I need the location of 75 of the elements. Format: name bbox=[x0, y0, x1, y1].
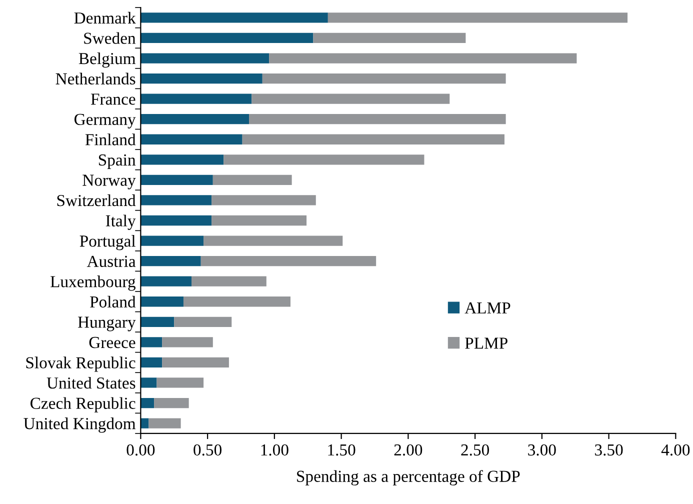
bar bbox=[140, 134, 242, 144]
bar bbox=[140, 398, 154, 408]
bar bbox=[140, 94, 252, 104]
y-tick-label: Italy bbox=[106, 214, 136, 230]
bar bbox=[204, 236, 343, 246]
x-tick-label: 3.50 bbox=[595, 444, 623, 456]
y-tick-label: Denmark bbox=[74, 12, 136, 24]
bar bbox=[262, 73, 506, 84]
y-tick-label: Norway bbox=[82, 174, 136, 190]
x-tick-label: 2.50 bbox=[461, 444, 489, 456]
bar bbox=[140, 418, 149, 428]
y-tick-label: Belgium bbox=[78, 52, 136, 68]
y-tick-label: Czech Republic bbox=[30, 397, 136, 412]
x-tick-label: 4.00 bbox=[661, 444, 690, 456]
bar bbox=[212, 195, 316, 206]
bar bbox=[140, 114, 250, 124]
x-tick-label: 2.00 bbox=[394, 444, 422, 456]
y-tick-label: Germany bbox=[74, 114, 136, 128]
bar bbox=[140, 378, 157, 388]
y-tick-label: Netherlands bbox=[56, 72, 136, 84]
y-tick-label: Spain bbox=[98, 154, 136, 169]
y-tick-label: Switzerland bbox=[57, 194, 136, 206]
bar bbox=[140, 53, 270, 64]
bar bbox=[328, 12, 628, 23]
x-tick-label: 0.50 bbox=[194, 444, 222, 456]
bar bbox=[140, 195, 212, 206]
bar bbox=[183, 296, 290, 307]
bar bbox=[242, 134, 504, 144]
bar bbox=[140, 32, 314, 44]
bar bbox=[140, 73, 262, 84]
bar bbox=[192, 276, 266, 286]
bar bbox=[148, 418, 181, 428]
y-tick-label: United States bbox=[46, 376, 136, 389]
x-tick-label: 1.50 bbox=[328, 444, 356, 456]
x-axis-title: Spending as a percentage of GDP bbox=[297, 470, 520, 486]
bar bbox=[140, 154, 224, 165]
y-tick-label: Finland bbox=[85, 134, 136, 146]
bar bbox=[269, 53, 577, 64]
bar bbox=[140, 276, 192, 286]
y-tick-label: France bbox=[90, 94, 136, 105]
bar bbox=[154, 398, 189, 408]
bar bbox=[140, 316, 174, 327]
bar bbox=[174, 316, 232, 327]
y-tick-label: Sweden bbox=[84, 32, 136, 44]
y-tick-label: Luxembourg bbox=[50, 276, 136, 291]
bar bbox=[162, 357, 229, 368]
bar bbox=[224, 154, 424, 165]
bar bbox=[140, 357, 162, 368]
legend-label: ALMP bbox=[464, 302, 510, 314]
bar bbox=[140, 296, 184, 307]
bar bbox=[156, 378, 204, 388]
x-tick-label: 1.00 bbox=[261, 444, 288, 456]
y-tick-label: Slovak Republic bbox=[26, 356, 136, 372]
bar bbox=[140, 256, 201, 266]
bar bbox=[252, 94, 450, 104]
y-tick-label: United Kingdom bbox=[24, 418, 136, 433]
bar bbox=[313, 32, 466, 44]
bar bbox=[140, 337, 162, 348]
bar bbox=[140, 12, 328, 23]
bar bbox=[212, 215, 307, 226]
bar bbox=[162, 337, 213, 348]
y-tick-label: Portugal bbox=[80, 234, 136, 250]
legend-label: PLMP bbox=[465, 338, 508, 349]
bar bbox=[140, 215, 212, 226]
y-tick-label: Greece bbox=[89, 336, 136, 348]
x-tick-label: 3.00 bbox=[528, 444, 556, 456]
bar bbox=[140, 236, 204, 246]
bar bbox=[140, 174, 213, 186]
y-tick-label: Hungary bbox=[78, 316, 136, 332]
y-tick-label: Poland bbox=[90, 296, 136, 308]
bar bbox=[249, 114, 506, 124]
bar bbox=[200, 256, 376, 266]
bar bbox=[212, 174, 292, 186]
x-tick-label: 0.00 bbox=[126, 444, 155, 456]
y-tick-label: Austria bbox=[86, 256, 136, 268]
